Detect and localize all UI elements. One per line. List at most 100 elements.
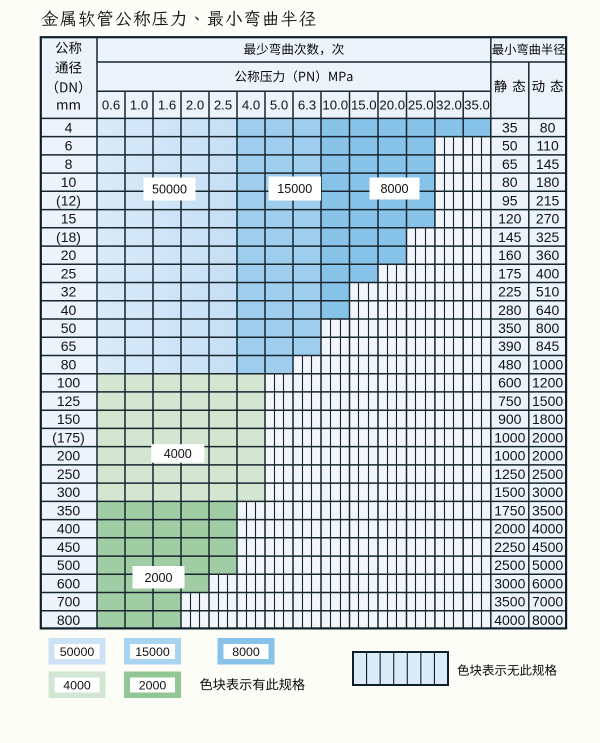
svg-text:4.0: 4.0 bbox=[242, 98, 260, 113]
svg-text:(18): (18) bbox=[56, 229, 81, 245]
svg-text:3500: 3500 bbox=[494, 594, 525, 610]
svg-text:15000: 15000 bbox=[135, 645, 170, 659]
svg-text:3000: 3000 bbox=[494, 575, 525, 591]
svg-text:150: 150 bbox=[57, 411, 81, 427]
svg-text:2250: 2250 bbox=[494, 539, 525, 555]
svg-text:6.3: 6.3 bbox=[298, 98, 316, 113]
svg-text:80: 80 bbox=[502, 174, 518, 190]
svg-text:3000: 3000 bbox=[532, 484, 563, 500]
svg-text:215: 215 bbox=[536, 192, 560, 208]
svg-text:0.6: 0.6 bbox=[102, 98, 120, 113]
svg-text:160: 160 bbox=[498, 247, 522, 263]
svg-text:20: 20 bbox=[61, 247, 77, 263]
svg-text:35: 35 bbox=[502, 119, 518, 135]
svg-text:120: 120 bbox=[498, 211, 522, 227]
svg-text:3500: 3500 bbox=[532, 502, 563, 518]
svg-text:400: 400 bbox=[57, 521, 81, 537]
svg-text:700: 700 bbox=[57, 594, 81, 610]
svg-text:900: 900 bbox=[498, 411, 522, 427]
svg-text:15: 15 bbox=[61, 211, 77, 227]
svg-text:1.0: 1.0 bbox=[130, 98, 148, 113]
svg-text:2000: 2000 bbox=[144, 571, 172, 585]
svg-text:(12): (12) bbox=[56, 192, 81, 208]
svg-text:2500: 2500 bbox=[532, 466, 563, 482]
svg-text:95: 95 bbox=[502, 192, 518, 208]
svg-text:50: 50 bbox=[502, 138, 518, 154]
svg-text:2000: 2000 bbox=[532, 448, 563, 464]
svg-text:4000: 4000 bbox=[164, 447, 192, 461]
svg-text:4000: 4000 bbox=[532, 521, 563, 537]
svg-text:8: 8 bbox=[65, 156, 73, 172]
svg-text:300: 300 bbox=[57, 484, 81, 500]
svg-text:2000: 2000 bbox=[532, 429, 563, 445]
svg-text:6: 6 bbox=[65, 138, 73, 154]
svg-text:500: 500 bbox=[57, 557, 81, 573]
svg-text:15.0: 15.0 bbox=[351, 98, 377, 113]
svg-text:4000: 4000 bbox=[63, 678, 91, 692]
svg-text:600: 600 bbox=[57, 575, 81, 591]
svg-text:4: 4 bbox=[65, 119, 73, 135]
svg-text:35.0: 35.0 bbox=[464, 98, 490, 113]
svg-text:25: 25 bbox=[61, 265, 77, 281]
svg-text:250: 250 bbox=[57, 466, 81, 482]
svg-text:8000: 8000 bbox=[532, 612, 563, 628]
svg-text:50000: 50000 bbox=[60, 645, 95, 659]
svg-text:600: 600 bbox=[498, 375, 522, 391]
svg-text:80: 80 bbox=[540, 119, 556, 135]
svg-text:325: 325 bbox=[536, 229, 560, 245]
svg-text:2500: 2500 bbox=[494, 557, 525, 573]
svg-text:1000: 1000 bbox=[494, 448, 525, 464]
svg-text:390: 390 bbox=[498, 338, 522, 354]
svg-text:270: 270 bbox=[536, 211, 560, 227]
svg-text:20.0: 20.0 bbox=[379, 98, 405, 113]
svg-text:350: 350 bbox=[57, 502, 81, 518]
svg-text:80: 80 bbox=[61, 357, 77, 373]
svg-text:15000: 15000 bbox=[277, 182, 312, 196]
svg-text:145: 145 bbox=[536, 156, 560, 172]
svg-text:480: 480 bbox=[498, 357, 522, 373]
svg-text:510: 510 bbox=[536, 284, 560, 300]
svg-text:2000: 2000 bbox=[494, 521, 525, 537]
svg-text:4000: 4000 bbox=[494, 612, 525, 628]
svg-text:450: 450 bbox=[57, 539, 81, 555]
svg-text:750: 750 bbox=[498, 393, 522, 409]
svg-text:7000: 7000 bbox=[532, 594, 563, 610]
svg-text:25.0: 25.0 bbox=[408, 98, 434, 113]
svg-text:845: 845 bbox=[536, 338, 560, 354]
svg-text:32.0: 32.0 bbox=[436, 98, 462, 113]
svg-text:800: 800 bbox=[57, 612, 81, 628]
svg-text:225: 225 bbox=[498, 284, 522, 300]
svg-text:2000: 2000 bbox=[139, 678, 167, 692]
svg-text:1000: 1000 bbox=[494, 429, 525, 445]
svg-text:1500: 1500 bbox=[532, 393, 563, 409]
svg-text:8000: 8000 bbox=[232, 645, 260, 659]
svg-text:40: 40 bbox=[61, 302, 77, 318]
svg-text:10.0: 10.0 bbox=[322, 98, 348, 113]
svg-text:8000: 8000 bbox=[380, 182, 408, 196]
svg-text:10: 10 bbox=[61, 174, 77, 190]
svg-text:2.5: 2.5 bbox=[214, 98, 232, 113]
svg-text:(175): (175) bbox=[52, 429, 85, 445]
svg-text:145: 145 bbox=[498, 229, 522, 245]
svg-text:175: 175 bbox=[498, 265, 522, 281]
svg-text:5.0: 5.0 bbox=[270, 98, 288, 113]
svg-text:50: 50 bbox=[61, 320, 77, 336]
svg-text:1800: 1800 bbox=[532, 411, 563, 427]
svg-text:180: 180 bbox=[536, 174, 560, 190]
svg-text:1200: 1200 bbox=[532, 375, 563, 391]
svg-text:50000: 50000 bbox=[152, 183, 187, 197]
svg-text:5000: 5000 bbox=[532, 557, 563, 573]
svg-text:1000: 1000 bbox=[532, 357, 563, 373]
svg-text:2.0: 2.0 bbox=[186, 98, 204, 113]
svg-text:400: 400 bbox=[536, 265, 560, 281]
svg-text:1.6: 1.6 bbox=[158, 98, 176, 113]
svg-text:1250: 1250 bbox=[494, 466, 525, 482]
svg-text:110: 110 bbox=[536, 138, 559, 154]
svg-text:800: 800 bbox=[536, 320, 560, 336]
svg-text:125: 125 bbox=[57, 393, 81, 409]
svg-text:1750: 1750 bbox=[494, 502, 525, 518]
svg-text:200: 200 bbox=[57, 448, 81, 464]
svg-text:280: 280 bbox=[498, 302, 522, 318]
svg-text:100: 100 bbox=[57, 375, 81, 391]
svg-text:640: 640 bbox=[536, 302, 560, 318]
